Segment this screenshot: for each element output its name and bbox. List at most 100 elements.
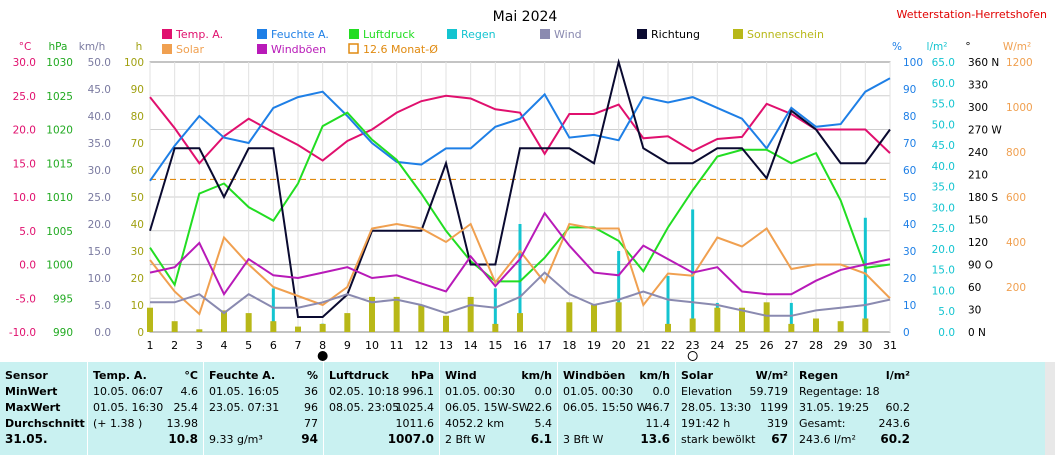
sun-tick-label: 30	[131, 246, 144, 258]
feuchte-a--line	[149, 77, 891, 182]
sonnenschein-bar	[344, 313, 351, 332]
legend-label-wind: Wind	[554, 28, 582, 41]
gusts-min-value: 0.0	[652, 385, 671, 398]
richtung-line	[149, 58, 891, 318]
rain-tick-label: 15.0	[932, 265, 955, 277]
pressure-tick-label: 1010	[46, 192, 73, 204]
sonnenschein-bar	[171, 321, 178, 332]
humidity-tick-label: 70	[903, 138, 916, 150]
temp-min-date: 10.05.	[93, 385, 128, 398]
solar-tick-label: 800	[1006, 147, 1026, 159]
x-tick-label: 31	[883, 339, 897, 352]
rain-tick-label: 40.0	[932, 161, 955, 173]
solar-tick-label: 200	[1006, 282, 1026, 294]
x-tick-label: 3	[196, 339, 203, 352]
direction-tick-label: 120	[968, 237, 988, 249]
sun-tick-label: 60	[131, 165, 144, 177]
direction-tick-label: 300	[968, 102, 988, 114]
stats-col-temp: Temp. A. °C 10.05. 06:07 4.6 01.05. 16:30 2…	[88, 362, 204, 455]
x-tick-label: 12	[414, 339, 428, 352]
wind-unit: km/h	[521, 369, 552, 382]
legend-swatch-regen	[447, 29, 457, 39]
humidity-tick-label: 50	[903, 192, 916, 204]
new-moon-marker	[317, 351, 328, 361]
chart-legend: Temp. A. Feuchte A. Luftdruck Regen Wind Rich…	[162, 28, 824, 56]
humidity-tick-label: 90	[903, 84, 916, 96]
pressure-tick-label: 995	[53, 293, 73, 305]
temp-tick-label: 0.0	[19, 260, 36, 272]
sonnenschein-bar	[862, 318, 869, 332]
gusts-today-value: 13.6	[640, 432, 670, 446]
x-tick-label: 9	[344, 339, 351, 352]
direction-tick-label: 0 N	[968, 327, 986, 339]
vertical-scrollbar[interactable]	[1045, 362, 1055, 455]
sonnenschein-bar	[689, 318, 696, 332]
pressure-max-value: 1025.4	[395, 401, 435, 414]
stats-col-gusts: Windböen km/h 01.05. 00:30 0.0 06.05. 15:5…	[558, 362, 676, 455]
sonnenschein-bar	[443, 315, 449, 332]
x-tick-label: 29	[834, 339, 848, 352]
wind-tick-label: 10.0	[88, 273, 111, 285]
axes: 1 2 3 4 5 6 7 8 9 10 11 12 13 14 15 16 17 18 19 20 21 22 23 24 2…	[9, 57, 1033, 361]
pressure-max-date: 08.05.	[329, 401, 364, 414]
rain-tick-label: 35.0	[932, 182, 955, 194]
solar-r4-label: stark bewölkt	[681, 433, 756, 446]
solar-r1-label: Elevation	[681, 385, 733, 398]
full-moon-marker	[687, 351, 698, 361]
rain-tick-label: 5.0	[938, 306, 955, 318]
temp-max-time: 16:30	[131, 401, 164, 414]
pressure-unit: hPa	[410, 369, 434, 382]
chart-title: Mai 2024	[493, 9, 558, 25]
x-tick-label: 24	[710, 339, 724, 352]
legend-label-sonnenschein: Sonnenschein	[747, 28, 824, 41]
sonnenschein-bar	[813, 318, 819, 332]
sonnenschein-bar	[319, 323, 326, 332]
sonnenschein-bar	[492, 323, 499, 332]
sun-tick-label: 50	[131, 192, 144, 204]
rain-r4-value: 60.2	[880, 432, 910, 446]
temp-max-date: 01.05.	[93, 401, 128, 414]
rain-unit-label: l/m²	[927, 41, 948, 53]
x-tick-label: 25	[735, 339, 749, 352]
legend-swatch-sonnenschein	[733, 29, 743, 39]
x-tick-label: 28	[809, 339, 823, 352]
x-tick-label: 8	[319, 339, 326, 352]
regen-bar	[518, 224, 522, 332]
humidity-tick-label: 60	[903, 165, 916, 177]
sonnenschein-bar	[369, 296, 375, 332]
humidity-min-value: 36	[304, 385, 318, 398]
gusts-min-text: 01.05. 00:30	[563, 385, 634, 398]
temp-tick-label: 25.0	[13, 91, 36, 103]
regen-bar	[271, 288, 275, 332]
wind-tick-label: 15.0	[88, 246, 111, 258]
sun-tick-label: 20	[131, 273, 144, 285]
sonnenschein-bar	[837, 321, 844, 332]
humidity-tick-label: 10	[903, 300, 916, 312]
today-label: 31.05.	[5, 432, 48, 446]
legend-label-regen: Regen	[461, 28, 496, 41]
sensor-header: Sensor	[5, 369, 48, 382]
sun-tick-label: 80	[131, 111, 144, 123]
temp-tick-label: 20.0	[13, 125, 36, 137]
x-tick-label: 22	[661, 339, 675, 352]
pressure-tick-label: 1030	[46, 57, 73, 69]
x-tick-label: 10	[365, 339, 379, 352]
x-tick-label: 30	[858, 339, 872, 352]
legend-label-temp-a-: Temp. A.	[175, 28, 223, 41]
temp-tick-label: 30.0	[13, 57, 36, 69]
minwert-label: MinWert	[5, 385, 58, 398]
humidity-tick-label: 30	[903, 246, 916, 258]
pressure-today-value: 1007.0	[387, 432, 434, 446]
pressure-tick-label: 1015	[46, 158, 73, 170]
direction-tick-label: 210	[968, 170, 988, 182]
legend-label-windb-en: Windböen	[271, 43, 326, 56]
sun-tick-label: 10	[131, 300, 144, 312]
sun-tick-label: 90	[131, 84, 144, 96]
wind-tick-label: 0.0	[94, 327, 111, 339]
humidity-today-value: 94	[301, 432, 318, 446]
gusts-today-note: 3 Bft W	[563, 433, 604, 446]
gusts-unit: km/h	[639, 369, 670, 382]
sonnenschein-bar	[221, 310, 227, 332]
wind-tick-label: 30.0	[88, 165, 111, 177]
rain-tick-label: 60.0	[932, 78, 955, 90]
